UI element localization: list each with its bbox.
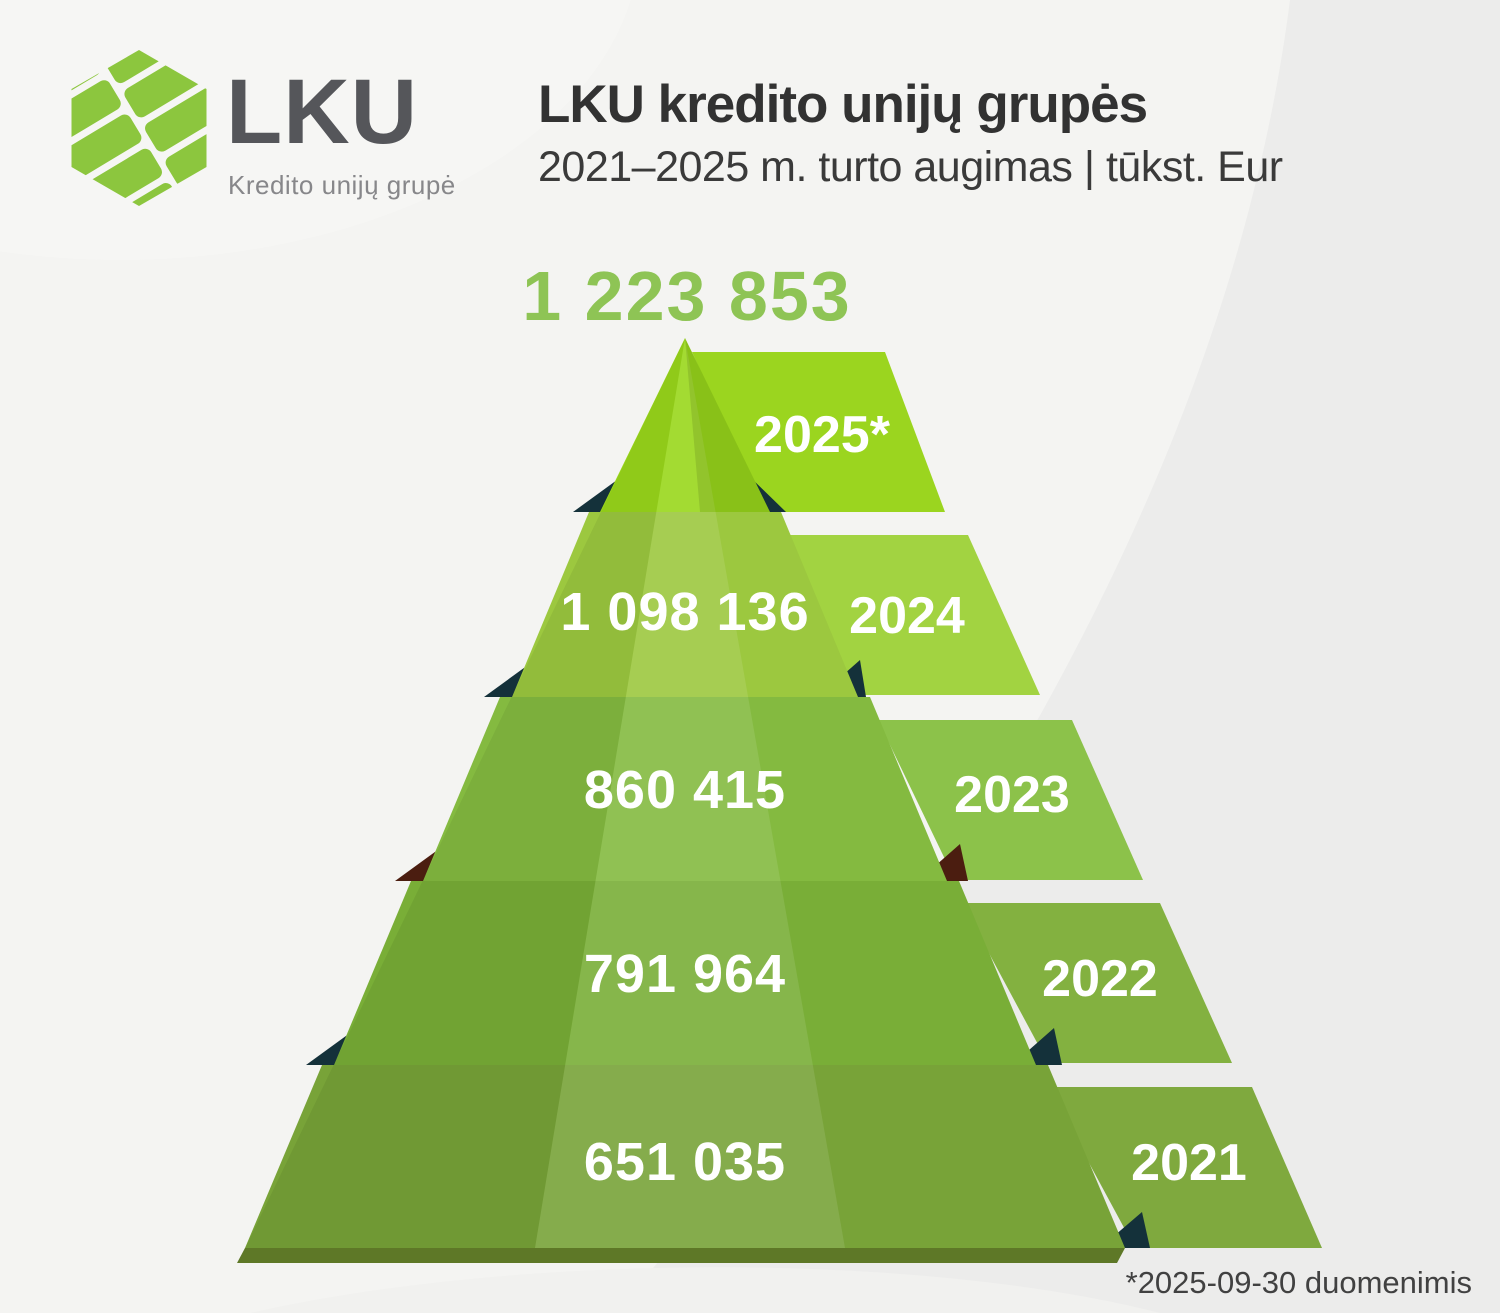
year-label-2022: 2022 [1042,950,1158,1008]
pyramid-base-strip [237,1248,1125,1263]
lku-logo [62,34,214,215]
value-2024: 1 098 136 [560,582,809,642]
band-2022 [334,881,1036,1065]
value-2021: 651 035 [584,1132,786,1192]
brand-tagline: Kredito unijų grupė [228,170,456,200]
flap-2021 [1048,1087,1322,1248]
highlight-center [535,338,845,1248]
flap-2023 [878,720,1143,880]
value-2023: 860 415 [584,760,786,820]
year-label-2023: 2023 [954,766,1070,824]
value-2022: 791 964 [584,944,786,1004]
year-label-2021: 2021 [1131,1134,1247,1192]
footnote: *2025-09-30 duomenimis [1126,1265,1472,1300]
apex-fold-shade [685,338,770,512]
band-2025-apex [600,338,770,512]
band-2023 [423,697,947,881]
lku-logo-icon [71,50,207,206]
brand-name: LKU [226,61,419,163]
year-label-2024: 2024 [849,587,965,645]
title-block: LKU kredito unijų grupės 2021–2025 m. tu… [538,76,1438,192]
flap-2022 [962,903,1232,1063]
pyramid-shading [245,338,845,1248]
band-2024 [512,512,858,697]
page-subtitle: 2021–2025 m. turto augimas | tūkst. Eur [538,143,1283,192]
year-label-2025: 2025* [754,406,891,464]
band-2021 [245,1065,1125,1248]
flap-2025 [692,352,945,512]
background-arc-bottom [250,1267,1160,1313]
value-2025: 1 223 853 [522,257,851,335]
shade-left [245,338,685,1248]
page-title: LKU kredito unijų grupės [538,75,1148,134]
